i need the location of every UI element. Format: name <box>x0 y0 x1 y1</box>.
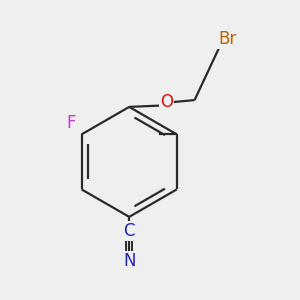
Text: C: C <box>123 222 135 240</box>
Text: Br: Br <box>218 30 236 48</box>
Text: O: O <box>160 93 173 111</box>
Text: F: F <box>67 114 76 132</box>
Text: N: N <box>123 252 135 270</box>
